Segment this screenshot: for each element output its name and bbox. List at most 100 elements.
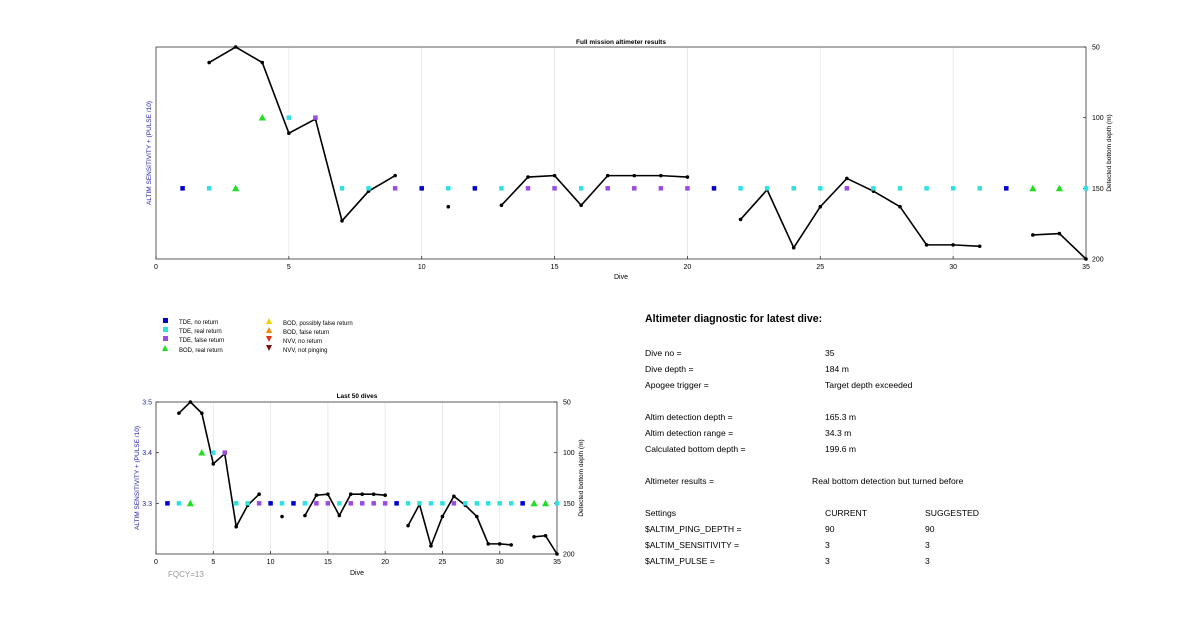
marker-square: [268, 501, 273, 506]
marker-square: [497, 501, 502, 506]
plot-frame: [155, 401, 558, 555]
y2-tick-label: 50: [563, 400, 571, 407]
bottom-depth-point: [177, 411, 181, 415]
marker-square: [738, 186, 743, 191]
legend-item: TDE, false return: [159, 336, 224, 345]
bottom-depth-point: [200, 411, 204, 415]
marker-square: [233, 501, 239, 506]
marker-triangle: [530, 499, 538, 507]
dive-no-value: 35: [825, 348, 835, 358]
marker-triangle: [1029, 184, 1037, 192]
diagnostic-panel: Altimeter diagnostic for latest dive: Di…: [645, 313, 1165, 583]
x-tick-label: 30: [949, 264, 957, 271]
marker-square: [578, 186, 584, 191]
bottom-depth-point: [543, 533, 548, 538]
bottom-depth-point: [951, 243, 955, 247]
bottom-depth-point: [977, 244, 982, 249]
marker-square: [382, 501, 388, 506]
bottom-depth-point: [738, 217, 743, 222]
marker-square: [844, 186, 850, 191]
legend-marker: [263, 327, 275, 337]
bottom-depth-line: [1032, 232, 1087, 260]
apogee-trigger-label: Apogee trigger =: [645, 380, 709, 390]
bottom-depth-point: [497, 542, 502, 546]
altimeter-results-label: Altimeter results =: [645, 476, 715, 486]
marker-square: [924, 186, 929, 191]
legend-marker: [159, 318, 171, 327]
bottom-depth-point: [526, 175, 530, 179]
marker-square: [366, 186, 371, 191]
altimeter-results-value: Real bottom detection but turned before: [812, 476, 964, 486]
bottom-depth-line: [534, 534, 558, 555]
bottom-depth-point: [486, 542, 491, 546]
y2-tick-label: 200: [1092, 257, 1104, 264]
x-tick-label: 5: [211, 559, 215, 566]
marker-square: [339, 186, 345, 191]
marker-triangle: [541, 499, 550, 507]
fqcy-annotation: FQCY=13: [168, 570, 204, 579]
marker-square: [291, 501, 296, 506]
legend-item: BOD, possibly false return: [263, 318, 353, 327]
bottom-depth-point: [579, 203, 583, 208]
x-tick-label: 35: [1082, 264, 1090, 271]
bottom-depth-point: [429, 544, 433, 548]
marker-square: [176, 501, 182, 506]
marker-square: [791, 186, 796, 191]
x-tick-label: 30: [496, 559, 504, 566]
ping-depth-label: $ALTIM_PING_DEPTH =: [645, 524, 742, 534]
sensitivity-label: $ALTIM_SENSITIVITY =: [645, 540, 740, 550]
marker-square: [394, 501, 399, 506]
bottom-depth-point: [211, 462, 216, 466]
marker-square: [977, 186, 982, 191]
bottom-depth-line: [304, 493, 386, 518]
sensitivity-current: 3: [825, 540, 830, 550]
marker-square: [520, 501, 525, 506]
y-axis-label: ALTIM SENSITIVITY + (PULSE /10): [146, 101, 153, 205]
bottom-depth-line: [739, 177, 980, 250]
marker-square: [818, 186, 823, 191]
bottom-depth-point: [452, 494, 456, 499]
y-tick-label: 3.3: [142, 501, 152, 508]
apogee-trigger-value: Target depth exceeded: [825, 380, 913, 390]
marker-square: [499, 186, 504, 191]
x-tick-label: 15: [551, 264, 559, 271]
legend-label: NVV, not pinging: [283, 347, 328, 354]
marker-square: [256, 501, 262, 506]
x-tick-label: 10: [267, 559, 275, 566]
altim-detection-depth-value: 165.3 m: [825, 412, 857, 422]
bottom-depth-point: [406, 523, 410, 528]
bottom-depth-point: [818, 204, 823, 209]
pulse-current: 3: [825, 556, 830, 566]
marker-triangle: [198, 449, 206, 456]
y2-tick-label: 150: [563, 501, 575, 508]
bottom-depth-line: [178, 400, 260, 530]
y2-tick-label: 200: [563, 552, 575, 559]
bottom-depth-point: [360, 492, 365, 497]
bottom-depth-point: [509, 543, 513, 547]
marker-square: [313, 115, 318, 120]
legend-marker: [159, 345, 171, 355]
marker-square: [486, 501, 491, 506]
altim-detection-range-value: 34.3 m: [825, 428, 852, 438]
x-tick-label: 20: [381, 559, 389, 566]
bottom-depth-point: [1031, 233, 1035, 237]
marker-square: [419, 186, 424, 191]
last-50-dives-chart: Last 50 dives Dive ALTIM SENSITIVITY + (…: [134, 393, 585, 579]
marker-square: [463, 501, 468, 506]
marker-triangle: [1055, 184, 1064, 192]
altim-detection-depth-label: Altim detection depth =: [645, 412, 733, 422]
marker-square: [348, 501, 354, 506]
x-tick-label: 5: [287, 264, 291, 271]
marker-triangle: [186, 499, 194, 507]
y2-tick-label: 50: [1092, 45, 1100, 52]
legend-item: BOD, real return: [159, 345, 223, 354]
dive-depth-value: 184 m: [825, 364, 849, 374]
legend-label: TDE, false return: [179, 338, 225, 345]
bottom-depth-point: [188, 400, 193, 404]
bottom-depth-point: [555, 552, 559, 556]
bottom-depth-point: [383, 493, 387, 498]
marker-square: [325, 501, 331, 506]
legend-label: BOD, possibly false return: [283, 320, 353, 327]
marker-square: [165, 501, 170, 506]
marker-square: [286, 115, 292, 120]
